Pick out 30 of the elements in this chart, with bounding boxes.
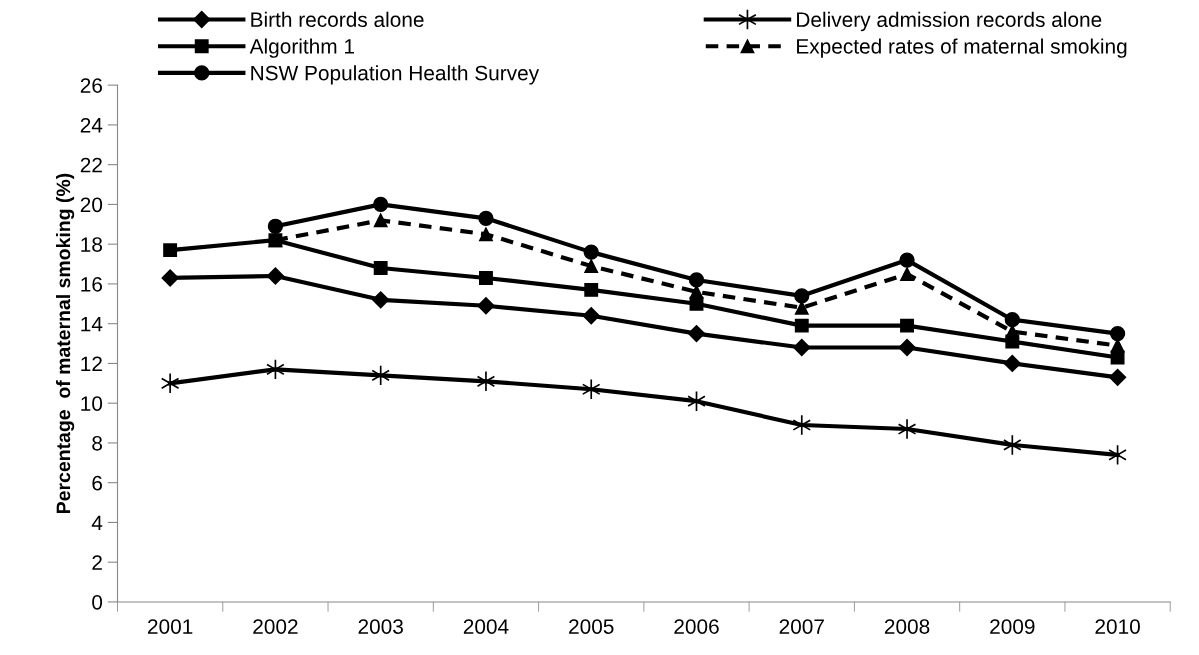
legend-label: Expected rates of maternal smoking	[797, 38, 1127, 58]
y-tick-label: 24	[80, 117, 103, 133]
y-tick-label: 6	[92, 475, 102, 491]
y-tick-label: 10	[81, 396, 103, 411]
y-tick-label: 12	[81, 356, 102, 371]
y-tick-label: 4	[91, 515, 103, 530]
y-axis-title: Percentage of maternal smoking (%)	[55, 173, 75, 513]
y-tick-label: 8	[92, 435, 103, 451]
x-tick-label: 2007	[779, 619, 824, 634]
legend-label: Delivery admission records alone	[797, 11, 1102, 32]
legend-label: Algorithm 1	[249, 38, 354, 58]
x-tick-label: 2003	[358, 619, 403, 634]
y-tick-label: 16	[81, 276, 103, 292]
x-tick-label: 2004	[463, 619, 509, 634]
x-tick-label: 2010	[1095, 619, 1140, 634]
legend-label: NSW Population Health Survey	[251, 65, 540, 85]
x-tick-label: 2001	[148, 619, 193, 634]
y-tick-label: 2	[92, 555, 102, 570]
x-tick-label: 2002	[253, 619, 298, 634]
y-tick-label: 18	[81, 237, 103, 252]
x-tick-label: 2008	[884, 619, 930, 634]
y-tick-label: 26	[80, 78, 103, 93]
legend-label: Birth records alone	[251, 11, 424, 28]
x-tick-label: 2005	[569, 619, 614, 634]
y-tick-label: 0	[92, 594, 103, 610]
y-tick-label: 20	[80, 197, 103, 213]
x-tick-label: 2009	[990, 619, 1035, 634]
y-tick-label: 22	[80, 157, 102, 173]
y-tick-label: 14	[81, 316, 103, 332]
x-tick-label: 2006	[674, 619, 719, 634]
